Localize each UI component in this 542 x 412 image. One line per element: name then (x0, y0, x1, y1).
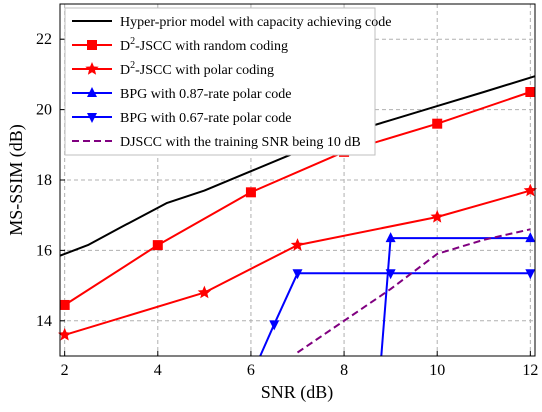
legend-item: Hyper-prior model with capacity achievin… (72, 15, 391, 30)
data-point-square (152, 240, 163, 251)
series-2-line (64, 91, 531, 306)
series-3-line (64, 189, 531, 336)
legend-label: Hyper-prior model with capacity achievin… (120, 15, 391, 30)
x-tick-label: 2 (61, 362, 69, 379)
data-point-square (432, 118, 443, 129)
data-point-star (85, 62, 99, 75)
data-point-triangle-down (385, 269, 396, 280)
series-3 (58, 183, 537, 341)
legend-item: BPG with 0.87-rate polar code (72, 87, 291, 102)
data-point-star (430, 210, 444, 223)
series-6-line (296, 228, 531, 354)
legend-item: DJSCC with the training SNR being 10 dB (72, 135, 361, 150)
x-axis-title: SNR (dB) (261, 382, 334, 403)
x-tick-label: 4 (154, 362, 162, 379)
series-5 (259, 269, 536, 357)
data-point-star (523, 183, 537, 197)
legend-item: D2-JSCC with random coding (72, 36, 288, 54)
series-4 (380, 232, 536, 357)
x-tick-label: 8 (340, 362, 348, 379)
x-tick-label: 12 (522, 362, 538, 379)
data-point-triangle-down (269, 320, 280, 331)
y-tick-label: 18 (36, 172, 52, 189)
series-6 (296, 228, 531, 354)
y-tick-label: 14 (36, 313, 52, 330)
data-point-triangle-up (385, 232, 396, 243)
data-point-square (87, 40, 97, 50)
legend-label: BPG with 0.67-rate polar code (120, 111, 291, 126)
legend-label: D2-JSCC with polar coding (120, 60, 274, 78)
series-1 (59, 75, 536, 257)
data-point-triangle-up (87, 87, 97, 97)
y-axis-title: MS-SSIM (dB) (6, 124, 27, 236)
x-tick-label: 6 (247, 362, 255, 379)
legend-item: D2-JSCC with polar coding (72, 60, 274, 78)
y-tick-label: 16 (36, 242, 52, 259)
data-point-star (58, 327, 72, 341)
data-point-star (197, 285, 211, 299)
x-tick-label: 10 (429, 362, 445, 379)
legend: Hyper-prior model with capacity achievin… (64, 7, 391, 156)
legend-box (64, 7, 376, 156)
data-point-square (59, 299, 70, 310)
y-tick-label: 22 (36, 31, 52, 48)
data-point-square (525, 87, 536, 97)
series-layer (58, 75, 537, 357)
ticks: 2 4 6 8 10 12 14 16 18 20 22 (36, 31, 538, 379)
data-point-triangle-down (87, 113, 97, 123)
data-point-triangle-down (525, 269, 536, 280)
data-point-triangle-down (292, 269, 303, 280)
legend-label: BPG with 0.87-rate polar code (120, 87, 291, 102)
data-point-star (290, 238, 305, 251)
series-5-line (259, 272, 531, 357)
series-4-line (380, 237, 531, 357)
legend-label: D2-JSCC with random coding (120, 36, 288, 54)
series-1-line (59, 75, 536, 257)
data-point-square (245, 187, 256, 198)
data-point-triangle-up (525, 232, 536, 243)
legend-label: DJSCC with the training SNR being 10 dB (120, 135, 361, 150)
y-tick-label: 20 (36, 102, 52, 119)
legend-item: BPG with 0.67-rate polar code (72, 111, 291, 126)
